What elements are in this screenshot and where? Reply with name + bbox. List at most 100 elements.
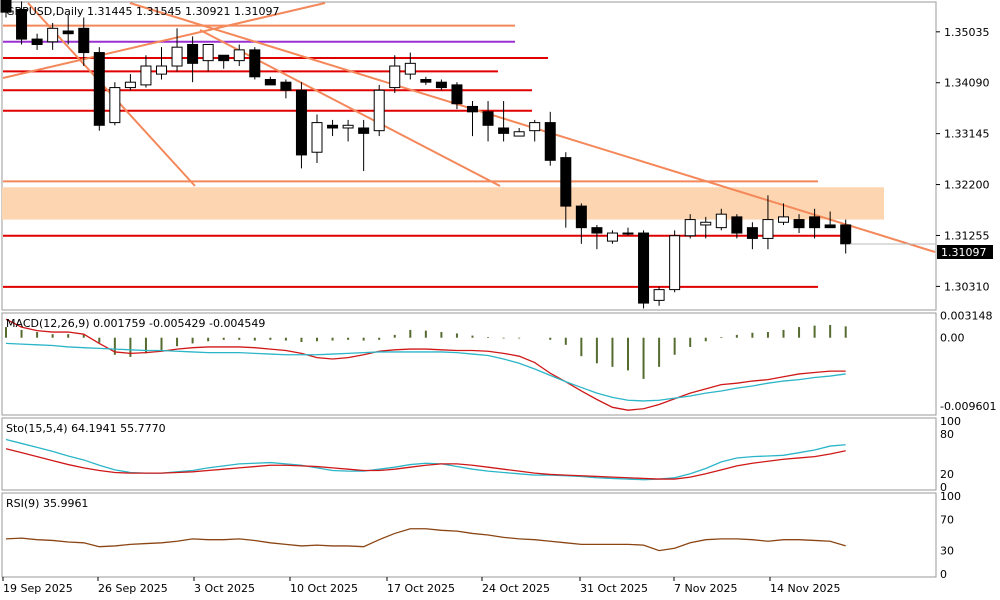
- candle-body: [171, 46, 183, 67]
- candle-body: [560, 157, 572, 207]
- candle-body: [809, 216, 821, 229]
- macd-tick-label: 0.00: [940, 332, 965, 345]
- candle-body: [342, 124, 354, 129]
- price-tick-label: 1.34090: [944, 77, 990, 90]
- candle-body: [451, 84, 463, 105]
- candle-body: [31, 38, 43, 45]
- candle-body: [404, 62, 416, 75]
- candle-body: [498, 127, 510, 134]
- candle-body: [467, 105, 478, 113]
- axes: 1.35035 1.34090 1.33145 1.32200 1.31255 1.303…: [2, 26, 996, 595]
- candle-body: [47, 27, 59, 43]
- macd-signal-line: [5, 342, 846, 402]
- date-label: 10 Oct 2025: [290, 582, 358, 595]
- date-label: 17 Oct 2025: [387, 582, 455, 595]
- candle-body: [93, 52, 105, 126]
- trend-line: [199, 29, 501, 187]
- candle-body: [109, 87, 121, 124]
- current-price-tag: [937, 245, 993, 259]
- macd-main-line: [5, 318, 846, 411]
- rsi-line: [5, 528, 846, 552]
- candle-body: [482, 111, 494, 126]
- candle-body: [529, 122, 541, 132]
- candle-body: [280, 81, 292, 91]
- candle-body: [544, 122, 556, 161]
- candle-body: [373, 89, 385, 132]
- candle-body: [653, 289, 665, 301]
- rsi-tick-label: 70: [940, 513, 954, 526]
- current-price-label: 1.31097: [941, 246, 987, 259]
- resistance-zone: [2, 187, 884, 220]
- stochastic-series: [5, 438, 846, 481]
- price-tick-label: 1.31255: [944, 229, 990, 242]
- rsi-tick-label: 30: [940, 545, 954, 558]
- candle-body: [606, 232, 618, 242]
- candle-body: [62, 30, 74, 35]
- candle-body: [264, 79, 276, 86]
- rsi-pane: [1, 492, 937, 578]
- candle-body: [669, 235, 681, 291]
- macd-series: [5, 318, 847, 411]
- candle-body: [420, 79, 432, 83]
- candle-body: [140, 65, 152, 86]
- date-label: 3 Oct 2025: [194, 582, 255, 595]
- candle-body: [575, 205, 587, 229]
- date-label: 24 Oct 2025: [482, 582, 550, 595]
- stochastic-tick-label: 80: [940, 428, 954, 441]
- candle-body: [840, 224, 852, 245]
- rsi-tick-label: 0: [940, 568, 947, 581]
- date-label: 26 Sep 2025: [98, 582, 168, 595]
- macd-pane: [1, 312, 937, 416]
- candle-body: [700, 221, 712, 226]
- candle-body: [622, 232, 634, 235]
- date-label: 19 Sep 2025: [3, 582, 73, 595]
- price-series: [0, 0, 936, 309]
- candle-body: [187, 43, 199, 64]
- candle-body: [638, 232, 650, 304]
- date-label: 14 Nov 2025: [770, 582, 840, 595]
- stochastic-header: Sto(15,5,4) 64.1941 55.7770: [6, 422, 166, 435]
- trend-line: [2, 2, 326, 79]
- candle-body: [731, 216, 743, 234]
- candle-body: [715, 213, 727, 229]
- candle-body: [249, 49, 261, 78]
- candle-body: [684, 219, 696, 237]
- candle-body: [124, 81, 136, 89]
- rsi-series: [5, 528, 846, 552]
- candle-body: [311, 122, 323, 153]
- candle-body: [16, 8, 28, 40]
- price-tick-label: 1.32200: [944, 179, 990, 192]
- macd-header: MACD(12,26,9) 0.001759 -0.005429 -0.0045…: [6, 317, 265, 330]
- stochastic-signal-line: [5, 448, 846, 480]
- candle-body: [389, 65, 401, 89]
- candle-body: [202, 43, 214, 62]
- candle-body: [513, 131, 525, 137]
- candle-body: [762, 219, 774, 239]
- candle-body: [435, 81, 447, 89]
- candle-body: [78, 27, 90, 54]
- candle-body: [156, 65, 167, 75]
- price-tick-label: 1.30310: [944, 280, 990, 293]
- stochastic-tick-label: 100: [940, 415, 961, 428]
- rsi-tick-label: 100: [940, 490, 961, 503]
- candle-body: [793, 219, 805, 229]
- candle-body: [591, 227, 603, 234]
- date-label: 31 Oct 2025: [580, 582, 648, 595]
- stochastic-tick-label: 20: [940, 468, 954, 481]
- candle-body: [233, 49, 245, 62]
- candle-body: [746, 227, 758, 239]
- price-tick-label: 1.35035: [944, 26, 990, 39]
- rsi-header: RSI(9) 35.9961: [6, 497, 88, 510]
- candle-body: [358, 127, 370, 134]
- macd-tick-label: -0.009601: [940, 400, 996, 413]
- date-label: 7 Nov 2025: [674, 582, 737, 595]
- price-tick-label: 1.33145: [944, 128, 990, 141]
- candle-body: [824, 224, 836, 229]
- candle-body: [327, 124, 339, 129]
- price-header: GBPUSD,Daily 1.31445 1.31545 1.30921 1.3…: [6, 5, 279, 18]
- macd-tick-label: 0.003148: [940, 309, 993, 322]
- main-pane: [1, 1, 937, 311]
- candle-body: [295, 89, 307, 156]
- candle-body: [218, 54, 230, 62]
